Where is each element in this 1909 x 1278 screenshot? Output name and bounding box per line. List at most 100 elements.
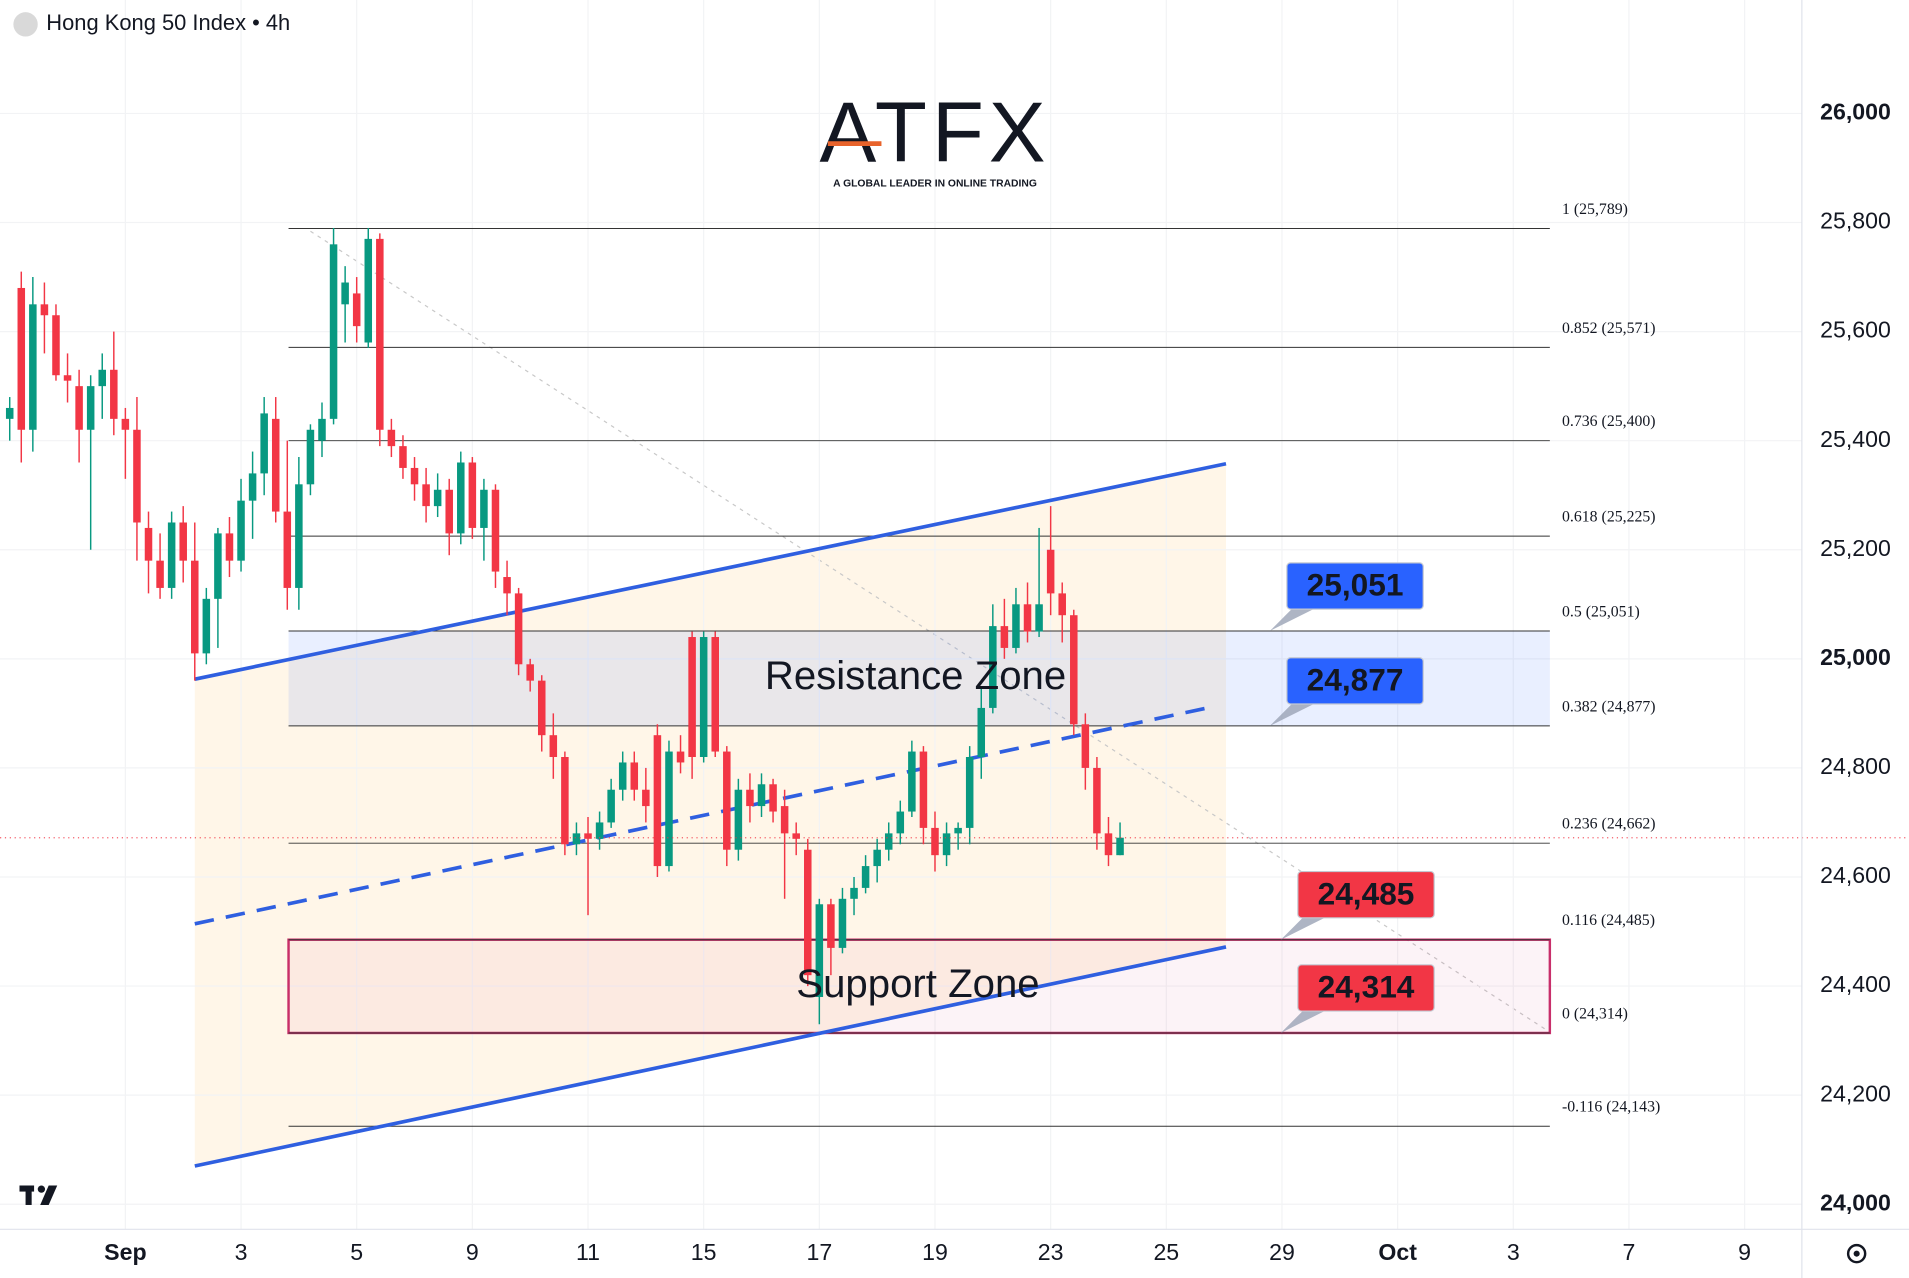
candle-body	[1093, 767, 1101, 834]
fib-label: 0.382 (24,877)	[1562, 698, 1656, 715]
fib-label: 1 (25,789)	[1562, 201, 1628, 218]
candle-body	[514, 593, 523, 665]
candle-body	[653, 735, 662, 867]
candle-body	[63, 375, 72, 381]
candle-body	[214, 533, 222, 599]
y-tick-label: 25,200	[1820, 535, 1891, 561]
candle-body	[202, 598, 211, 654]
candle-body	[757, 784, 766, 807]
tv-logo-part	[40, 1185, 58, 1205]
candle-body	[723, 751, 731, 850]
badge-pointer	[1280, 915, 1330, 940]
tv-logo-part	[25, 1185, 32, 1205]
candle-body	[827, 904, 835, 948]
x-tick-label: 11	[576, 1239, 600, 1265]
channel-upper	[194, 461, 1227, 681]
candle-body	[676, 751, 685, 763]
candle-body	[584, 833, 592, 839]
candle-body	[144, 527, 153, 561]
candle-body	[1070, 615, 1078, 725]
candle-body	[156, 560, 164, 588]
fib-label: 0 (24,314)	[1562, 1005, 1628, 1022]
gear-ring[interactable]	[1846, 1243, 1867, 1264]
candle-body	[260, 413, 268, 474]
candle-body	[572, 833, 581, 845]
candle-body	[989, 626, 997, 708]
settings-button[interactable]	[1846, 1243, 1867, 1264]
candle-body	[711, 637, 719, 752]
candle-body	[191, 560, 199, 654]
candle-body	[121, 418, 130, 430]
candle-body	[977, 707, 986, 758]
candle-body	[1116, 837, 1124, 856]
price-badge-label: 24,485	[1318, 875, 1415, 911]
candle-body	[306, 429, 315, 485]
x-tick-label: 15	[691, 1239, 717, 1265]
fib-label: 0.116 (24,485)	[1562, 912, 1655, 929]
candle-body	[561, 757, 569, 845]
x-tick-label: 19	[922, 1239, 948, 1265]
candle-body	[1012, 604, 1020, 648]
x-tick-label: Sep	[104, 1239, 146, 1265]
y-tick-label: 24,200	[1820, 1080, 1891, 1106]
candle-body	[769, 784, 777, 812]
logo-tagline: A GLOBAL LEADER IN ONLINE TRADING	[833, 179, 1037, 190]
candle-body	[98, 369, 107, 387]
candle-body	[642, 789, 650, 807]
price-badge-label: 25,051	[1307, 567, 1404, 603]
chart-title[interactable]: Hong Kong 50 Index • 4h	[46, 10, 290, 35]
channel-mid	[194, 706, 1206, 926]
candles	[0, 227, 1909, 1025]
fib-label: 0.236 (24,662)	[1562, 816, 1656, 833]
candle-body	[942, 833, 951, 856]
price-badge	[1286, 562, 1424, 610]
candle-body	[318, 418, 326, 441]
candle-body	[86, 386, 95, 430]
logo-text: ATFX	[820, 85, 1051, 180]
candle-body	[1058, 593, 1066, 616]
candle-body	[387, 429, 396, 447]
candle-body	[237, 500, 245, 561]
candle-body	[133, 429, 141, 523]
candle-body	[17, 287, 26, 430]
candle-body	[607, 789, 615, 823]
x-tick-label: 17	[806, 1239, 832, 1265]
fib-levels: 1 (25,789) 0.852 (25,571) 0.736 (25,400) 0.…	[288, 201, 1660, 1127]
candle-body	[618, 762, 627, 790]
fib-label: 0.618 (25,225)	[1562, 508, 1656, 525]
price-badge	[1286, 657, 1424, 705]
candle-body	[40, 304, 49, 316]
badge-pointer	[1269, 606, 1319, 632]
candle-body	[422, 484, 430, 507]
candle-body	[873, 849, 881, 867]
y-tick-label: 24,400	[1820, 971, 1891, 997]
candle-body	[1046, 549, 1055, 594]
grid	[0, 0, 1802, 1230]
candle-body	[329, 244, 338, 419]
candle-body	[792, 833, 800, 839]
candle-body	[503, 577, 511, 594]
price-badge	[1297, 964, 1435, 1012]
candle-body	[376, 238, 384, 430]
candle-body	[341, 282, 349, 305]
x-tick-label: 23	[1038, 1239, 1064, 1265]
candle-body	[861, 866, 870, 888]
logo: ATFX A GLOBAL LEADER IN ONLINE TRADING	[820, 85, 1051, 190]
candle-body	[457, 462, 465, 534]
x-tick-label: 25	[1153, 1239, 1179, 1265]
candle-body	[52, 315, 60, 376]
y-tick-label: 24,800	[1820, 753, 1891, 779]
candle-body	[248, 473, 257, 501]
gear-hub[interactable]	[1853, 1250, 1860, 1257]
candle-body	[919, 751, 928, 828]
candle-body	[283, 511, 292, 588]
candle-body	[688, 637, 696, 758]
candle-body	[295, 484, 303, 588]
x-tick-label: Oct	[1378, 1239, 1417, 1265]
candle-body	[804, 849, 812, 976]
candle-body	[780, 806, 789, 834]
candle-body	[1023, 604, 1032, 632]
candle-body	[896, 811, 905, 834]
candle-body	[1035, 604, 1043, 632]
